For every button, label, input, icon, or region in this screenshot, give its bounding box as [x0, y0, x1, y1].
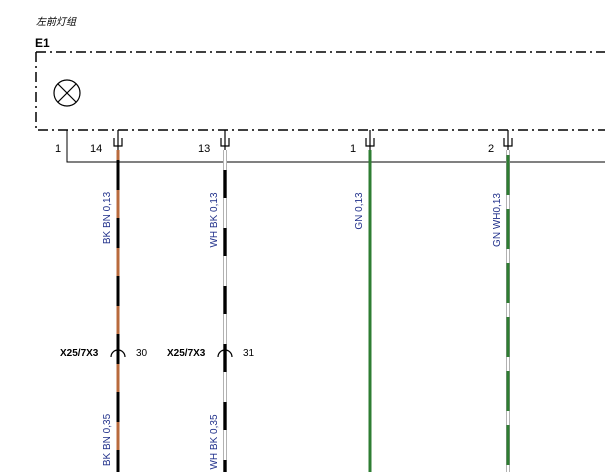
wire-label: GN WH0,13 — [492, 193, 503, 247]
splice-connector: X25/7X3 — [60, 348, 99, 359]
splice-pin: 31 — [243, 348, 255, 359]
wire-label: BK BN 0,13 — [102, 191, 113, 244]
pin-terminals — [113, 130, 513, 150]
wire-label: WH BK 0,13 — [209, 192, 220, 247]
pin-number: 1 — [350, 143, 356, 155]
component-box — [35, 51, 605, 131]
splice-connector: X25/7X3 — [167, 348, 206, 359]
pin-number: 13 — [198, 143, 210, 155]
lamp-symbol — [53, 79, 81, 107]
pin-number: 14 — [90, 143, 102, 155]
component-id: E1 — [35, 36, 50, 50]
splice-symbol — [110, 349, 233, 358]
wire-label: GN 0,13 — [354, 192, 365, 230]
connector-line — [66, 130, 605, 163]
title: 左前灯组 — [36, 16, 77, 28]
wire-label: BK BN 0,35 — [102, 413, 113, 466]
wire-label: WH BK 0,35 — [209, 414, 220, 469]
splice-pin: 30 — [136, 348, 148, 359]
pin-number: 2 — [488, 143, 494, 155]
pin-label: 1 — [55, 143, 61, 155]
